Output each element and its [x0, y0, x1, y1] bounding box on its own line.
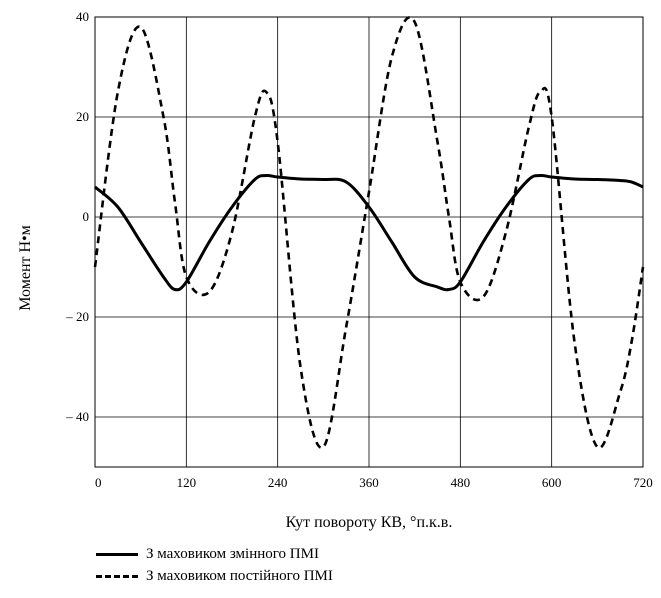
x-axis-label: Кут повороту КВ, °п.к.в. [286, 514, 453, 531]
series-line-variable-inertia [94, 173, 644, 292]
x-tick-label: 360 [359, 475, 379, 490]
y-axis-label: Момент Н•м [17, 225, 34, 311]
x-tick-label: 480 [451, 475, 471, 490]
legend: З маховиком змінного ПМІ З маховиком пос… [96, 543, 333, 587]
x-tick-label: 120 [177, 475, 197, 490]
legend-item-constant: З маховиком постійного ПМІ [96, 565, 333, 587]
legend-item-variable: З маховиком змінного ПМІ [96, 543, 333, 565]
legend-label-constant: З маховиком постійного ПМІ [146, 567, 333, 584]
y-tick-label: 40 [76, 9, 89, 24]
series-line-constant-inertia [93, 16, 645, 450]
legend-swatch-dashed [96, 571, 138, 581]
y-tick-label: 0 [83, 209, 90, 224]
legend-label-variable: З маховиком змінного ПМІ [146, 545, 319, 562]
x-axis-ticks: 0 120 240 360 480 600 720 [95, 475, 653, 490]
x-tick-label: 720 [633, 475, 653, 490]
plot-frame [94, 16, 644, 468]
y-tick-label: – 20 [65, 309, 89, 324]
x-tick-label: 240 [268, 475, 288, 490]
y-tick-label: – 40 [65, 409, 89, 424]
x-tick-label: 0 [95, 475, 102, 490]
x-tick-label: 600 [542, 475, 562, 490]
series-layer [93, 16, 645, 450]
legend-swatch-solid [96, 549, 138, 559]
grid-lines [95, 16, 643, 467]
y-tick-label: 20 [76, 109, 89, 124]
y-axis-ticks: 40 20 0 – 20 – 40 [65, 9, 89, 424]
